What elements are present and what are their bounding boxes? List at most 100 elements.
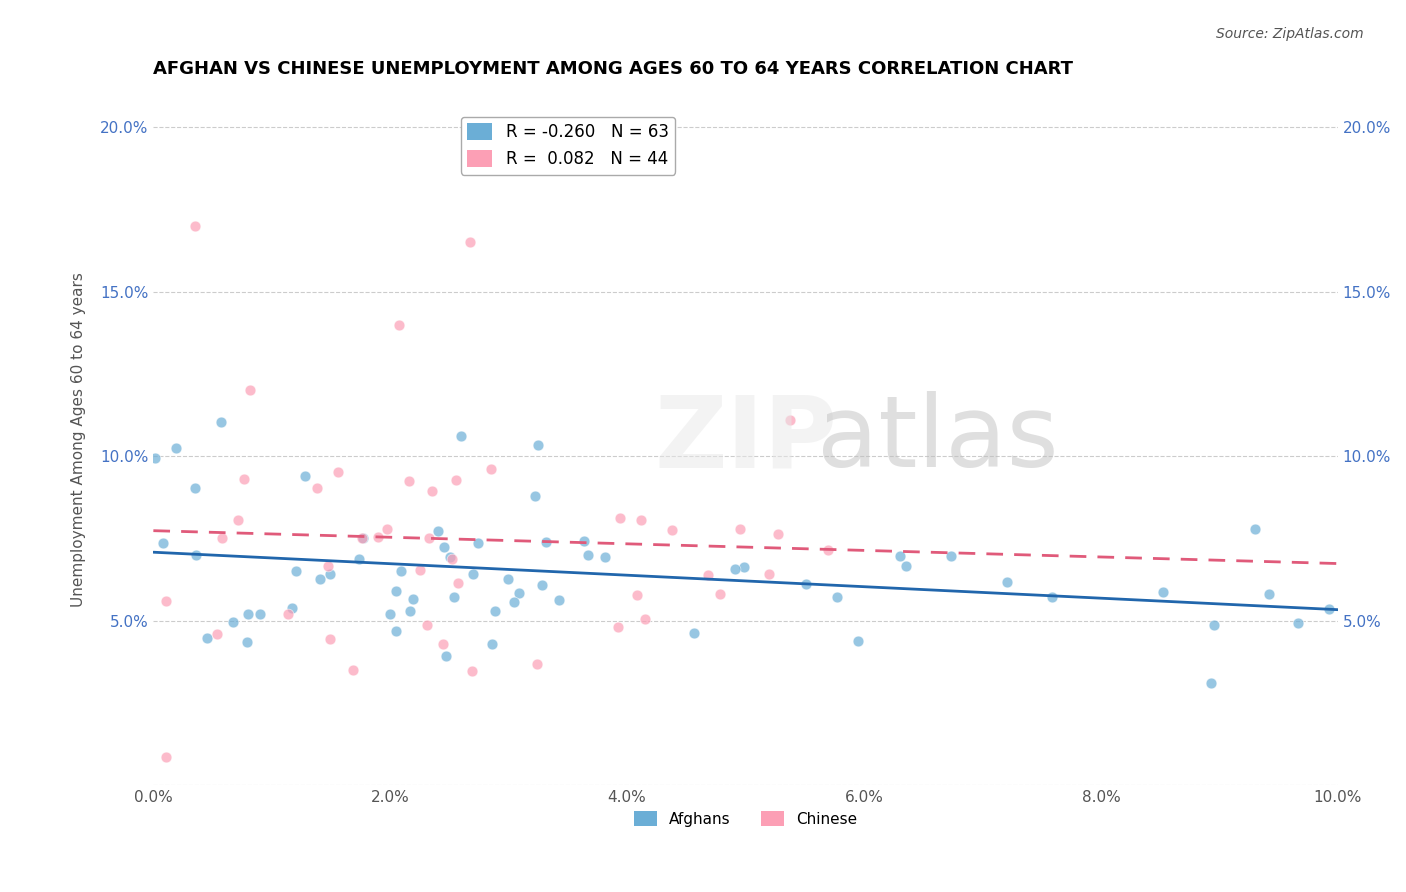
- Point: [239, 384, 262, 398]
- Point: [236, 607, 259, 621]
- Point: [347, 552, 370, 566]
- Point: [205, 626, 228, 640]
- Point: [779, 413, 801, 427]
- Point: [593, 550, 616, 565]
- Point: [444, 473, 467, 487]
- Point: [155, 749, 177, 764]
- Point: [309, 572, 332, 586]
- Point: [450, 429, 472, 443]
- Point: [236, 634, 259, 648]
- Point: [827, 590, 849, 604]
- Y-axis label: Unemployment Among Ages 60 to 64 years: Unemployment Among Ages 60 to 64 years: [72, 272, 86, 607]
- Point: [402, 592, 425, 607]
- Point: [228, 513, 250, 527]
- Point: [389, 564, 412, 578]
- Point: [184, 219, 207, 233]
- Point: [294, 469, 316, 483]
- Point: [439, 550, 461, 565]
- Point: [326, 465, 349, 479]
- Point: [607, 620, 630, 634]
- Point: [440, 552, 463, 566]
- Point: [232, 472, 254, 486]
- Point: [661, 523, 683, 537]
- Point: [894, 559, 917, 574]
- Point: [367, 530, 389, 544]
- Point: [508, 586, 530, 600]
- Point: [211, 531, 233, 545]
- Point: [1257, 587, 1279, 601]
- Point: [484, 604, 506, 618]
- Point: [609, 511, 631, 525]
- Point: [280, 600, 302, 615]
- Point: [284, 564, 307, 578]
- Point: [995, 575, 1018, 590]
- Point: [352, 531, 374, 545]
- Point: [523, 489, 546, 503]
- Text: atlas: atlas: [817, 392, 1059, 488]
- Point: [222, 615, 245, 629]
- Point: [409, 563, 432, 577]
- Point: [277, 607, 299, 622]
- Point: [155, 594, 177, 608]
- Point: [143, 451, 166, 466]
- Point: [1199, 676, 1222, 690]
- Point: [728, 522, 751, 536]
- Point: [1152, 584, 1174, 599]
- Point: [534, 535, 557, 549]
- Point: [1040, 590, 1063, 604]
- Point: [794, 577, 817, 591]
- Point: [152, 536, 174, 550]
- Point: [399, 604, 422, 618]
- Point: [461, 664, 484, 678]
- Point: [1204, 618, 1226, 632]
- Point: [481, 637, 503, 651]
- Point: [318, 558, 340, 573]
- Point: [1317, 602, 1340, 616]
- Point: [530, 578, 553, 592]
- Point: [630, 513, 652, 527]
- Point: [319, 632, 342, 646]
- Point: [496, 572, 519, 586]
- Point: [848, 634, 870, 648]
- Point: [467, 536, 489, 550]
- Point: [527, 438, 550, 452]
- Point: [634, 612, 657, 626]
- Point: [572, 533, 595, 548]
- Text: AFGHAN VS CHINESE UNEMPLOYMENT AMONG AGES 60 TO 64 YEARS CORRELATION CHART: AFGHAN VS CHINESE UNEMPLOYMENT AMONG AGE…: [153, 60, 1073, 78]
- Point: [249, 607, 271, 621]
- Point: [319, 567, 342, 582]
- Point: [378, 607, 401, 621]
- Point: [434, 649, 457, 664]
- Point: [416, 617, 439, 632]
- Point: [447, 576, 470, 591]
- Point: [209, 415, 232, 429]
- Point: [1286, 616, 1309, 631]
- Point: [388, 318, 411, 332]
- Point: [733, 559, 755, 574]
- Point: [682, 625, 704, 640]
- Point: [548, 593, 571, 607]
- Point: [342, 663, 364, 677]
- Point: [418, 531, 440, 545]
- Point: [385, 584, 408, 599]
- Point: [1244, 522, 1267, 536]
- Point: [697, 568, 720, 582]
- Point: [723, 562, 745, 576]
- Point: [889, 549, 911, 563]
- Point: [443, 590, 465, 604]
- Point: [526, 657, 548, 671]
- Text: ZIP: ZIP: [654, 392, 837, 488]
- Legend: Afghans, Chinese: Afghans, Chinese: [627, 805, 863, 833]
- Point: [941, 549, 963, 563]
- Text: Source: ZipAtlas.com: Source: ZipAtlas.com: [1216, 27, 1364, 41]
- Point: [576, 549, 599, 563]
- Point: [307, 481, 329, 495]
- Point: [502, 595, 524, 609]
- Point: [420, 483, 443, 498]
- Point: [398, 475, 420, 489]
- Point: [186, 548, 208, 562]
- Point: [427, 524, 450, 538]
- Point: [385, 624, 408, 639]
- Point: [165, 441, 187, 455]
- Point: [458, 235, 481, 250]
